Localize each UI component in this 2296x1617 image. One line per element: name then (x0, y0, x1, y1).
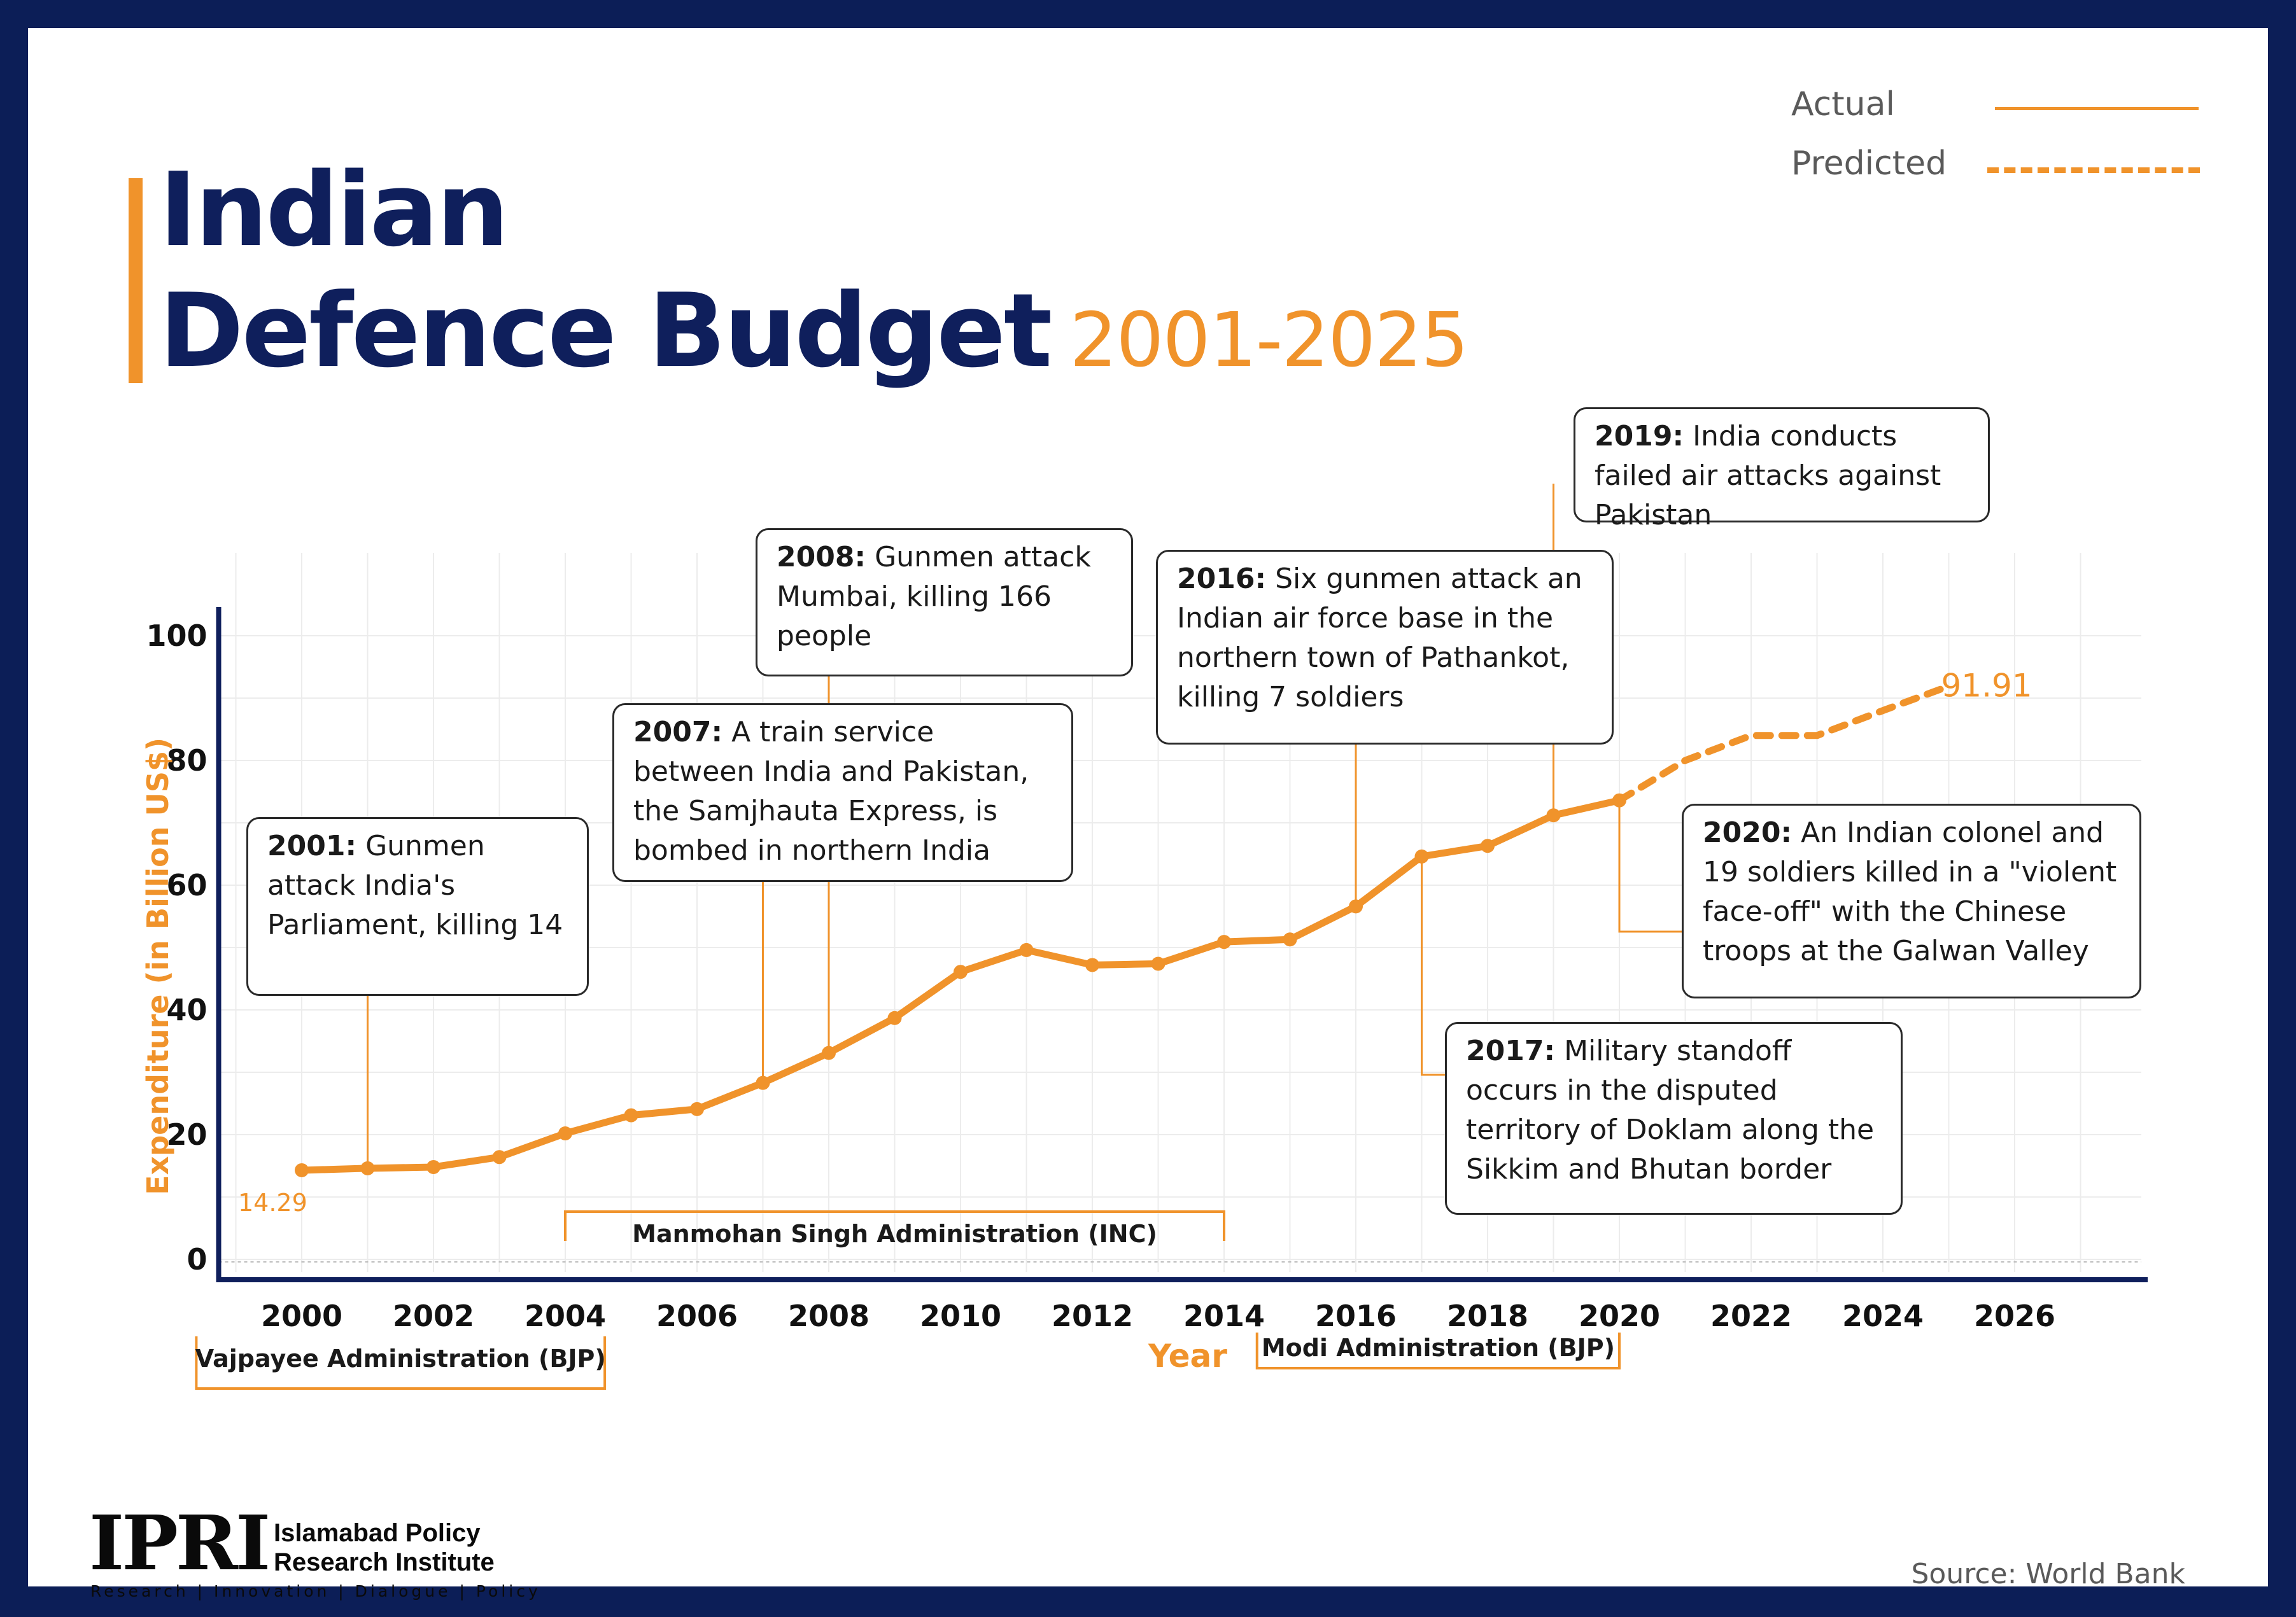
y-tick-label: 100 (146, 619, 207, 653)
administration-bracket (195, 1336, 607, 1390)
data-point-2015 (1283, 932, 1297, 947)
ipri-logo-tagline: Research | Innovation | Dialogue | Polic… (90, 1582, 541, 1600)
ipri-logo: IPRI (89, 1499, 271, 1587)
x-tick-label: 2016 (1315, 1299, 1397, 1333)
x-tick-label: 2014 (1183, 1299, 1265, 1333)
annotation-2017: 2017: Military standoff occurs in the di… (1445, 1022, 1903, 1215)
data-point-2013 (1151, 956, 1166, 971)
x-tick-label: 2004 (525, 1299, 606, 1333)
x-tick-label: 2002 (393, 1299, 474, 1333)
x-tick-label: 2020 (1579, 1299, 1660, 1333)
x-tick-label: 2000 (261, 1299, 342, 1333)
data-point-2009 (887, 1011, 902, 1025)
x-tick-label: 2026 (1974, 1299, 2055, 1333)
data-point-2016 (1349, 899, 1363, 914)
data-point-2008 (822, 1046, 836, 1060)
data-point-2005 (624, 1108, 638, 1123)
data-point-2018 (1481, 839, 1495, 853)
data-point-2010 (954, 965, 968, 979)
series-line-predicted (1616, 682, 1952, 804)
annotation-2007: 2007: A train service between India and … (612, 703, 1073, 882)
value-label: 91.91 (1941, 667, 2032, 704)
y-tick-label: 60 (166, 868, 207, 902)
chart-labels: 14.29 91.91 (238, 667, 2032, 1217)
administration-label: Modi Administration (BJP) (1262, 1334, 1615, 1362)
legend-actual-label: Actual (1791, 85, 1895, 123)
source-note: Source: World Bank (1911, 1558, 2185, 1590)
page-title-line1: Indian (159, 150, 509, 269)
y-tick-label: 20 (166, 1117, 207, 1152)
page-title-line2: Defence Budget 2001-2025 (159, 271, 1469, 397)
data-point-2006 (690, 1102, 704, 1116)
page-title-years: 2001-2025 (1069, 296, 1468, 384)
data-point-2011 (1019, 942, 1034, 957)
administration-label: Vajpayee Administration (BJP) (195, 1345, 606, 1373)
administration-bracket (564, 1210, 1225, 1241)
y-axis-title: Expenditure (in Billion US$) (141, 738, 175, 1195)
legend-predicted-line (1987, 167, 2200, 173)
ipri-logo-name: Islamabad Policy Research Institute (274, 1519, 495, 1576)
data-point-2017 (1414, 849, 1429, 864)
y-tick-label: 80 (166, 743, 207, 778)
x-tick-label: 2012 (1052, 1299, 1133, 1333)
data-point-2001 (360, 1161, 375, 1175)
legend-actual-line (1995, 107, 2199, 110)
x-tick-label: 2024 (1842, 1299, 1924, 1333)
infographic-panel: Indian Defence Budget 2001-2025 Actual Pr… (28, 28, 2268, 1600)
x-tick-label: 2022 (1710, 1299, 1792, 1333)
administration-brackets: Vajpayee Administration (BJP) Manmohan Si… (195, 1210, 1621, 1390)
data-point-2007 (756, 1075, 770, 1090)
y-tick-label: 0 (187, 1242, 207, 1277)
annotation-2019: 2019: India conducts failed air attacks … (1574, 407, 1990, 531)
x-tick-label: 2018 (1447, 1299, 1528, 1333)
chart-series (295, 682, 1952, 1177)
annotation-connector-2020 (1618, 800, 1682, 933)
chart-axes: 0 20 40 60 80 100 2000 2002 2004 2006 2008 2010 2012… (141, 607, 2148, 1375)
x-axis-title: Year (1148, 1338, 1227, 1375)
data-point-2012 (1085, 958, 1099, 972)
title-accent-bar (129, 178, 143, 383)
data-point-2003 (492, 1150, 507, 1165)
x-tick-label: 2010 (920, 1299, 1001, 1333)
annotation-2020: 2020: An Indian colonel and 19 soldiers … (1682, 804, 2141, 998)
administration-label: Manmohan Singh Administration (INC) (632, 1220, 1157, 1248)
data-point-2002 (426, 1159, 440, 1174)
y-tick-label: 40 (166, 993, 207, 1027)
annotation-2008: 2008: Gunmen attack Mumbai, killing 166 … (756, 528, 1133, 676)
page-title-main: Defence Budget (159, 271, 1052, 390)
x-tick-label: 2008 (788, 1299, 870, 1333)
administration-bracket (1255, 1333, 1621, 1369)
data-point-2019 (1546, 808, 1561, 823)
x-tick-label: 2006 (656, 1299, 738, 1333)
annotation-2016: 2016: Six gunmen attack an Indian air fo… (1156, 550, 1614, 745)
annotation-connector-2017 (1421, 856, 1445, 1076)
data-point-2000 (295, 1163, 309, 1177)
value-label: 14.29 (238, 1189, 307, 1217)
data-point-2014 (1217, 935, 1231, 949)
legend-predicted-label: Predicted (1791, 144, 1947, 183)
annotation-2001: 2001: Gunmen attack India's Parliament, … (246, 817, 589, 996)
data-point-2004 (558, 1126, 572, 1141)
